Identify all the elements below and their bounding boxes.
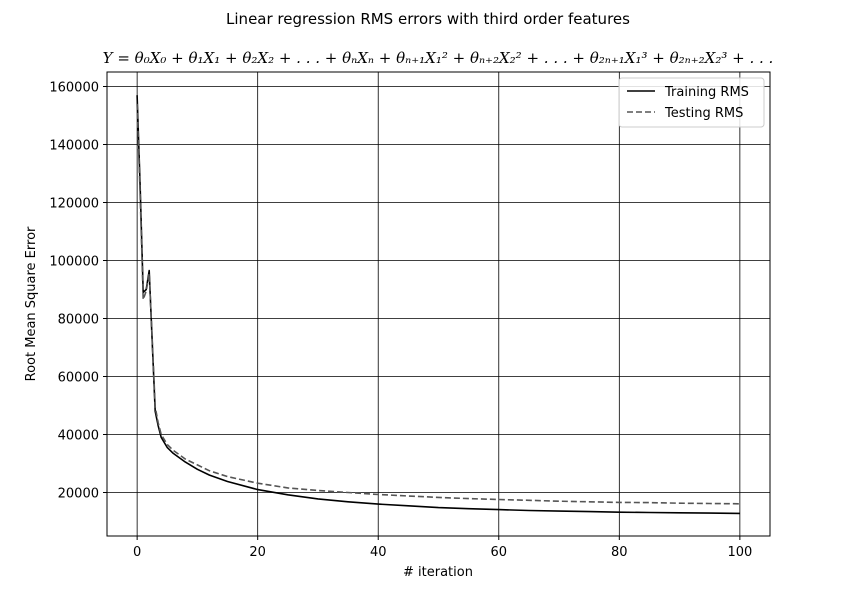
y-tick-label: 120000 [49, 197, 99, 212]
x-axis-label: # iteration [403, 565, 473, 580]
x-tick-label: 20 [249, 545, 266, 560]
chart-title: Linear regression RMS errors with third … [226, 10, 630, 28]
x-tick-label: 0 [133, 545, 141, 560]
x-axis-ticks: 0 20 40 60 80 100 [133, 536, 752, 560]
y-axis-ticks: 20000 40000 60000 80000 100000 120000 140000 16… [49, 81, 107, 502]
y-tick-label: 20000 [58, 487, 99, 502]
y-tick-label: 80000 [58, 313, 99, 328]
series-layer [136, 95, 740, 515]
y-tick-label: 60000 [58, 371, 99, 386]
plot-area-frame [106, 71, 771, 537]
testing-rms-line [136, 103, 740, 505]
y-tick-label: 40000 [58, 429, 99, 444]
legend-box [618, 77, 765, 128]
legend-label-testing: Testing RMS [664, 106, 743, 121]
y-tick-label: 140000 [49, 139, 99, 154]
y-tick-label: 160000 [49, 81, 99, 96]
chart-subtitle: Y = θ₀X₀ + θ₁X₁ + θ₂X₂ + . . . + θₙXₙ + … [103, 49, 774, 67]
grid [107, 72, 770, 536]
y-axis-label: Root Mean Square Error [24, 226, 39, 381]
x-tick-label: 80 [611, 545, 628, 560]
x-tick-label: 60 [490, 545, 507, 560]
y-tick-label: 100000 [49, 255, 99, 270]
legend-label-training: Training RMS [664, 85, 749, 100]
x-tick-label: 40 [370, 545, 387, 560]
legend: Training RMS Testing RMS [618, 77, 765, 128]
x-tick-label: 100 [727, 545, 752, 560]
